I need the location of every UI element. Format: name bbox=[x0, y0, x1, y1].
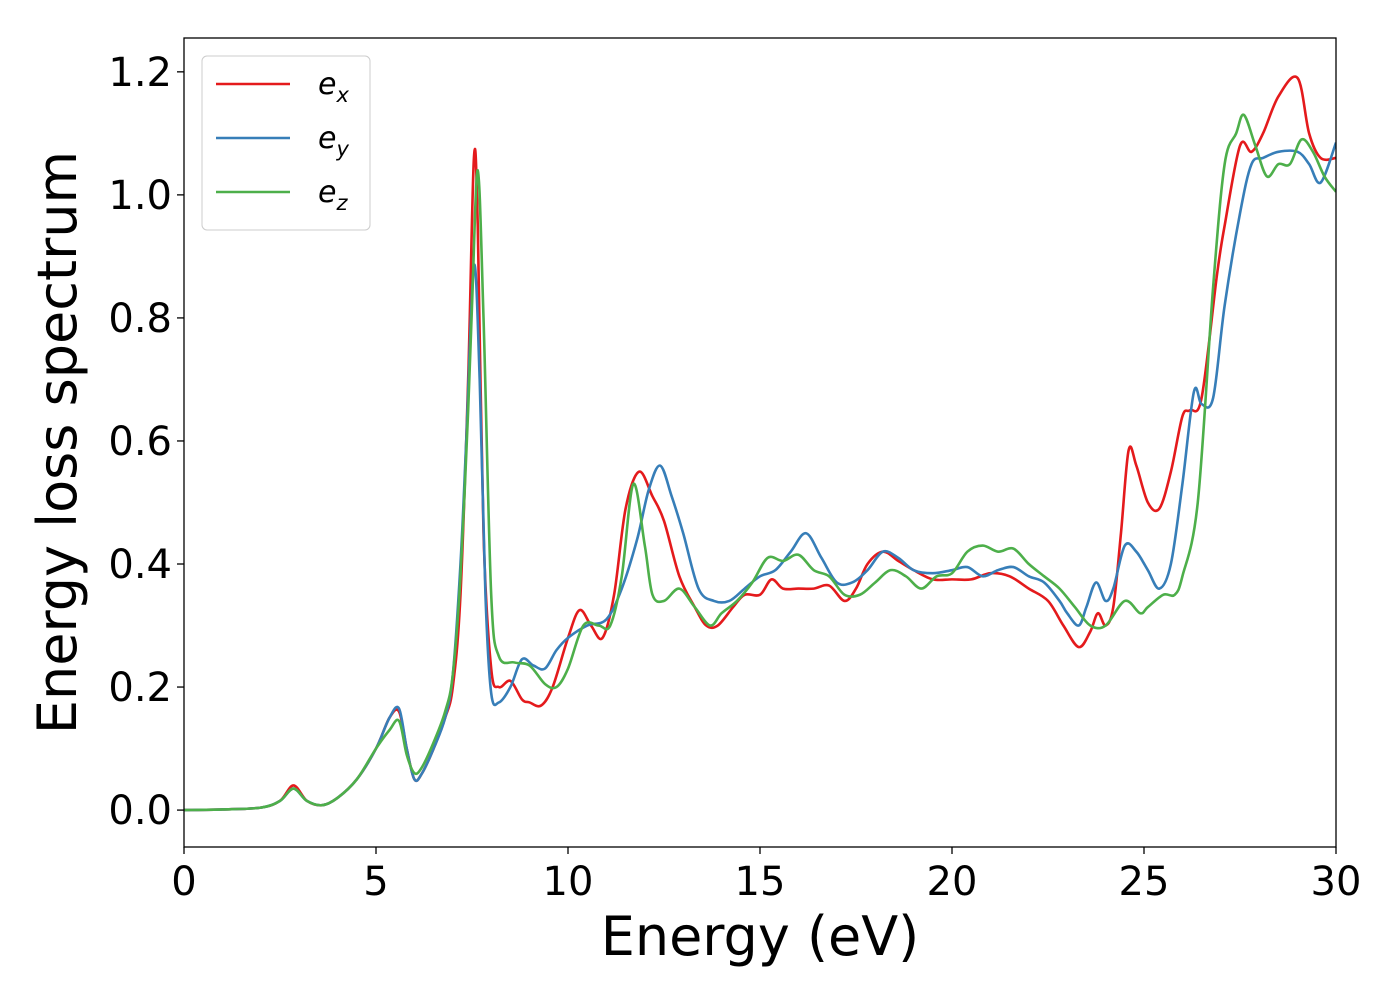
x-tick-label: 0 bbox=[171, 859, 196, 905]
y-tick-label: 0.6 bbox=[108, 419, 172, 465]
x-axis-label: Energy (eV) bbox=[601, 905, 920, 968]
x-tick-label: 10 bbox=[543, 859, 594, 905]
y-tick-label: 0.4 bbox=[108, 542, 172, 588]
y-tick-label: 1.0 bbox=[108, 173, 172, 219]
y-tick-label: 1.2 bbox=[108, 50, 172, 96]
x-tick-label: 5 bbox=[363, 859, 388, 905]
y-tick-label: 0.2 bbox=[108, 665, 172, 711]
axis-ticks: 0 5 10 15 20 25 30 0.0 0.2 0.4 0.6 0.8 1.0 1.2 bbox=[108, 50, 1361, 905]
y-tick-label: 0.8 bbox=[108, 296, 172, 342]
x-tick-label: 20 bbox=[927, 859, 978, 905]
series-line-z bbox=[184, 113, 1336, 812]
series-line-y bbox=[184, 142, 1336, 812]
y-tick-label: 0.0 bbox=[108, 788, 172, 834]
legend-box bbox=[201, 55, 371, 231]
series-lines bbox=[184, 75, 1336, 812]
x-tick-label: 15 bbox=[735, 859, 786, 905]
x-tick-label: 25 bbox=[1119, 859, 1170, 905]
y-axis-label: Energy loss spectrum bbox=[26, 151, 89, 734]
x-tick-label: 30 bbox=[1311, 859, 1362, 905]
